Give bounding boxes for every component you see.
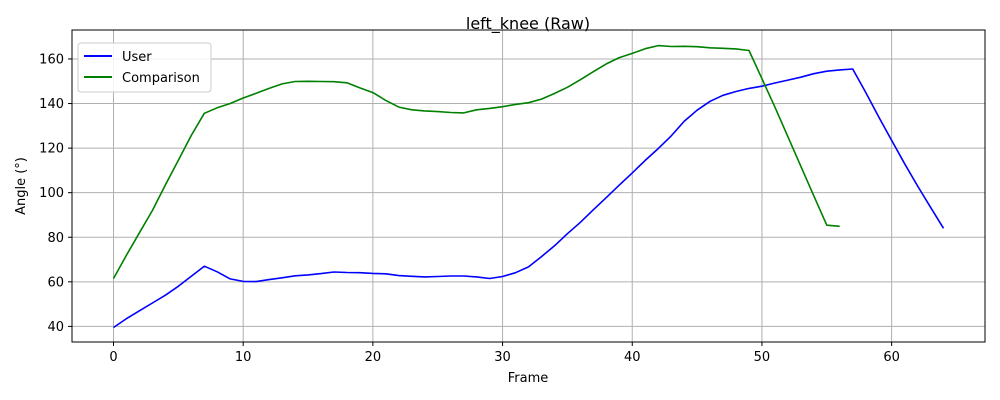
x-tick-label: 0 [109, 350, 117, 365]
legend: User Comparison [77, 42, 212, 93]
series-line-user [113, 68, 945, 329]
plot-frame [71, 29, 986, 343]
x-tick-label: 60 [883, 350, 900, 365]
y-tick-label: 100 [39, 186, 64, 201]
x-tick-label: 20 [365, 350, 382, 365]
legend-user-label: User [122, 50, 152, 65]
series-line-comparison [112, 44, 840, 279]
axis-ticks: 0 10 20 30 40 50 60 40 60 80 100 120 140 160 [39, 52, 900, 365]
y-tick-label: 120 [39, 142, 64, 157]
x-axis-label: Frame [508, 371, 549, 386]
x-tick-label: 50 [754, 350, 771, 365]
x-tick-label: 10 [235, 350, 252, 365]
series-lines [112, 44, 945, 329]
x-tick-label: 30 [494, 350, 511, 365]
y-tick-label: 160 [39, 52, 64, 67]
x-tick-label: 40 [624, 350, 641, 365]
grid [72, 30, 985, 342]
y-tick-label: 60 [47, 275, 64, 290]
y-tick-label: 40 [47, 320, 64, 335]
y-axis-label: Angle (°) [14, 157, 29, 215]
chart-title: left_knee (Raw) [466, 14, 590, 34]
y-tick-label: 140 [39, 97, 64, 112]
y-tick-label: 80 [47, 231, 64, 246]
legend-comparison-label: Comparison [122, 71, 200, 86]
